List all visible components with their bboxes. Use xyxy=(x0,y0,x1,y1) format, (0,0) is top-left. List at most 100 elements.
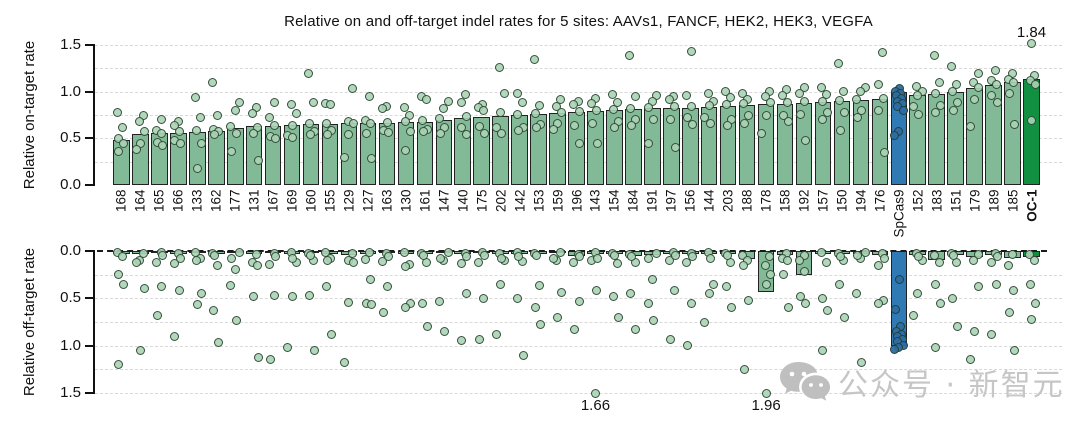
point-on-142 xyxy=(513,109,523,119)
point-on-169 xyxy=(286,100,296,110)
point-off-157 xyxy=(821,257,831,267)
on-y-tick-label-1.0: 1.0 xyxy=(60,82,81,100)
point-off-189 xyxy=(992,252,1002,262)
point-on-168 xyxy=(113,133,123,143)
point-off-169 xyxy=(287,291,297,301)
point-off-194 xyxy=(852,251,862,261)
point-on-143 xyxy=(587,118,597,128)
point-on-153 xyxy=(530,108,540,118)
point-off-185 xyxy=(1009,345,1019,355)
point-on-160 xyxy=(309,98,319,108)
point-on-161 xyxy=(418,127,428,137)
x-label-169: 169 xyxy=(284,189,300,213)
point-off-177 xyxy=(231,315,241,325)
point-off-197 xyxy=(665,334,675,344)
point-off-142 xyxy=(514,252,524,262)
point-on-168 xyxy=(112,107,122,117)
watermark-text: 公众号 · 新智元 xyxy=(838,368,1065,403)
x-label-142: 142 xyxy=(512,189,528,213)
off-y-axis-line xyxy=(93,250,95,394)
point-on-196 xyxy=(570,120,580,130)
x-label-183: 183 xyxy=(929,189,945,213)
point-off-176 xyxy=(874,298,884,308)
point-on-165 xyxy=(158,141,168,151)
point-on-164 xyxy=(131,145,141,155)
point-on-202 xyxy=(496,107,506,117)
annotation-1.84: 1.84 xyxy=(1016,24,1047,41)
x-label-161: 161 xyxy=(417,189,433,213)
point-off-155 xyxy=(322,255,332,265)
point-on-144 xyxy=(700,113,710,123)
point-off-143 xyxy=(590,388,600,398)
point-off-144 xyxy=(700,317,710,327)
point-off-192 xyxy=(795,255,805,265)
point-on-176 xyxy=(878,93,888,103)
point-off-OC-1 xyxy=(1026,279,1036,289)
point-off-154 xyxy=(609,291,619,301)
point-off-OC-1 xyxy=(1025,250,1035,260)
x-label-SpCas9: SpCas9 xyxy=(891,189,907,238)
point-on-167 xyxy=(265,113,275,123)
point-on-140 xyxy=(461,112,471,122)
point-on-203 xyxy=(721,100,731,110)
point-on-157 xyxy=(818,115,828,125)
x-label-153: 153 xyxy=(531,189,547,213)
point-off-175 xyxy=(474,334,484,344)
point-on-167 xyxy=(271,133,281,143)
point-off-153 xyxy=(535,320,545,330)
point-off-184 xyxy=(627,252,637,262)
point-off-178 xyxy=(764,252,774,262)
point-off-OC-1 xyxy=(1027,314,1037,324)
point-off-197 xyxy=(670,286,680,296)
point-off-154 xyxy=(613,258,623,268)
x-label-131: 131 xyxy=(246,189,262,213)
point-on-167 xyxy=(270,120,280,130)
point-off-183 xyxy=(934,257,944,267)
point-on-127 xyxy=(365,91,375,101)
point-on-189 xyxy=(987,90,997,100)
point-on-197 xyxy=(671,143,681,153)
gridline-on-1.00 xyxy=(95,91,1062,93)
x-label-177: 177 xyxy=(227,189,243,213)
x-label-144: 144 xyxy=(701,189,717,213)
point-on-189 xyxy=(991,79,1001,89)
point-off-168 xyxy=(117,252,127,262)
x-label-158: 158 xyxy=(777,189,793,213)
point-off-SpCas9 xyxy=(890,344,900,354)
x-label-OC-1: OC-1 xyxy=(1024,189,1040,222)
point-off-161 xyxy=(422,322,432,332)
point-on-177 xyxy=(226,121,236,131)
point-off-178 xyxy=(765,270,775,280)
point-on-144 xyxy=(704,101,714,111)
point-off-144 xyxy=(708,279,718,289)
point-off-147 xyxy=(440,326,450,336)
point-off-175 xyxy=(473,257,483,267)
point-off-133 xyxy=(197,289,207,299)
point-off-152 xyxy=(913,289,923,299)
point-on-147 xyxy=(435,129,445,139)
off-y-tick-0.0 xyxy=(85,250,93,252)
point-on-143 xyxy=(591,105,601,115)
on-y-tick-0.5 xyxy=(85,137,93,140)
point-on-176 xyxy=(874,105,884,115)
point-on-SpCas9 xyxy=(898,105,908,115)
point-off-158 xyxy=(778,270,788,280)
point-off-178 xyxy=(761,388,771,398)
x-label-192: 192 xyxy=(796,189,812,213)
point-on-166 xyxy=(169,120,179,130)
gridline-on-1.25 xyxy=(95,68,1062,70)
point-off-189 xyxy=(986,257,996,267)
point-off-167 xyxy=(271,252,281,262)
point-off-191 xyxy=(648,315,658,325)
point-on-203 xyxy=(722,120,732,130)
point-on-159 xyxy=(552,102,562,112)
point-on-178 xyxy=(765,98,775,108)
point-off-188 xyxy=(744,295,754,305)
point-on-153 xyxy=(534,101,544,111)
point-off-155 xyxy=(322,282,332,292)
point-on-133 xyxy=(192,163,202,173)
x-label-163: 163 xyxy=(379,189,395,213)
point-on-150 xyxy=(834,95,844,105)
point-on-178 xyxy=(761,111,771,121)
